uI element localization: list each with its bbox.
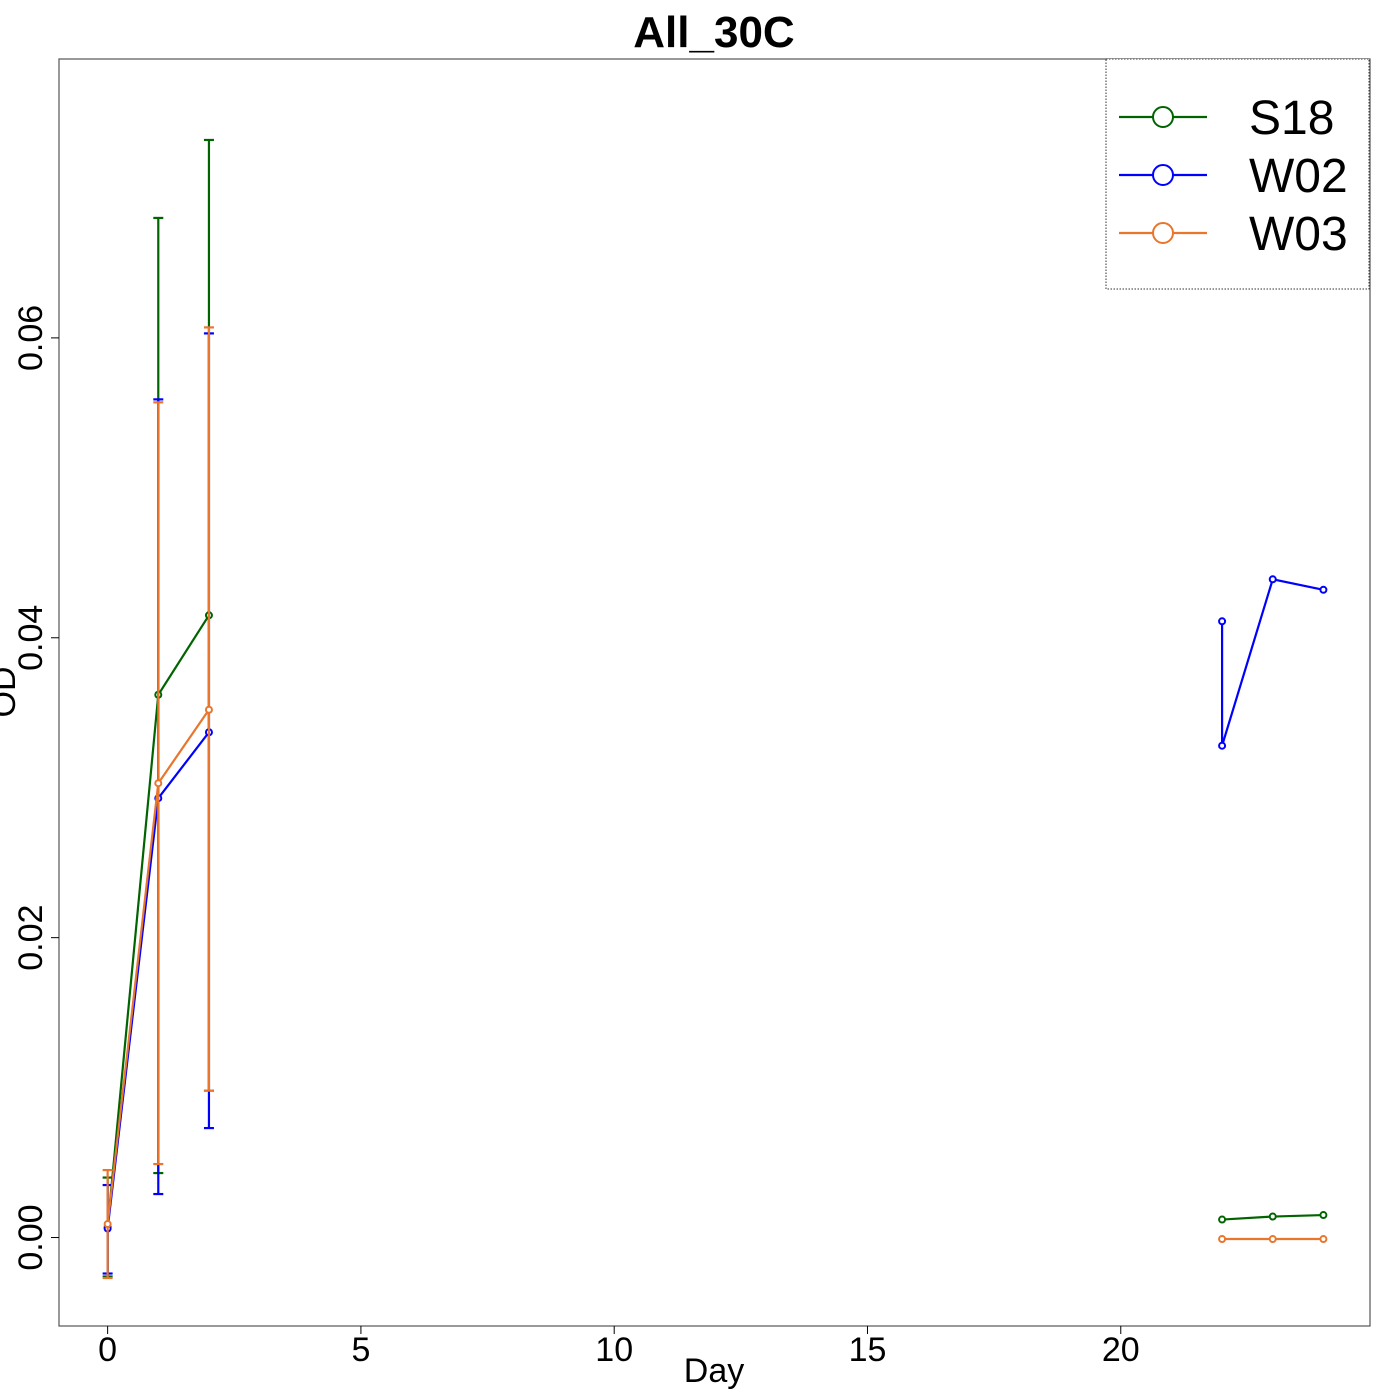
chart-title: All_30C [633, 8, 794, 57]
data-point [1268, 575, 1277, 584]
y-tick-label: 0.04 [12, 605, 50, 671]
series-w03 [102, 326, 1328, 1280]
y-axis-label: OD [0, 667, 23, 718]
series-w02 [102, 332, 1328, 1275]
legend-marker [1152, 164, 1174, 186]
y-tick-label: 0.00 [12, 1204, 50, 1270]
series-line [1220, 578, 1324, 747]
x-axis: 0 5 10 15 20 [98, 1326, 1140, 1369]
series-s18 [102, 138, 1328, 1278]
plot-frame [58, 58, 1371, 1327]
legend-marker [1152, 106, 1174, 128]
data-point [1268, 1235, 1277, 1244]
x-tick-label: 0 [98, 1331, 117, 1369]
y-tick-label: 0.02 [12, 905, 50, 971]
data-point [204, 705, 213, 714]
data-point [1218, 1215, 1227, 1224]
data-point [1268, 1212, 1277, 1221]
x-tick-label: 15 [849, 1331, 887, 1369]
data-point [1319, 585, 1328, 594]
y-axis: 0.00 0.02 0.04 0.06 [12, 305, 59, 1271]
x-tick-label: 10 [595, 1331, 633, 1369]
data-point [1218, 741, 1227, 750]
data-point [1319, 1211, 1328, 1220]
legend-label: W03 [1249, 208, 1348, 261]
data-point [1319, 1235, 1328, 1244]
data-point [1218, 1235, 1227, 1244]
plot-area [102, 138, 1328, 1280]
data-point [154, 779, 163, 788]
y-tick-label: 0.06 [12, 305, 50, 371]
legend-label: W02 [1249, 150, 1348, 203]
legend-label: S18 [1249, 92, 1334, 145]
data-point [1218, 617, 1227, 626]
x-axis-label: Day [684, 1352, 744, 1390]
x-tick-label: 20 [1102, 1331, 1140, 1369]
legend-marker [1152, 222, 1174, 244]
x-tick-label: 5 [351, 1331, 370, 1369]
data-point [103, 1220, 112, 1229]
